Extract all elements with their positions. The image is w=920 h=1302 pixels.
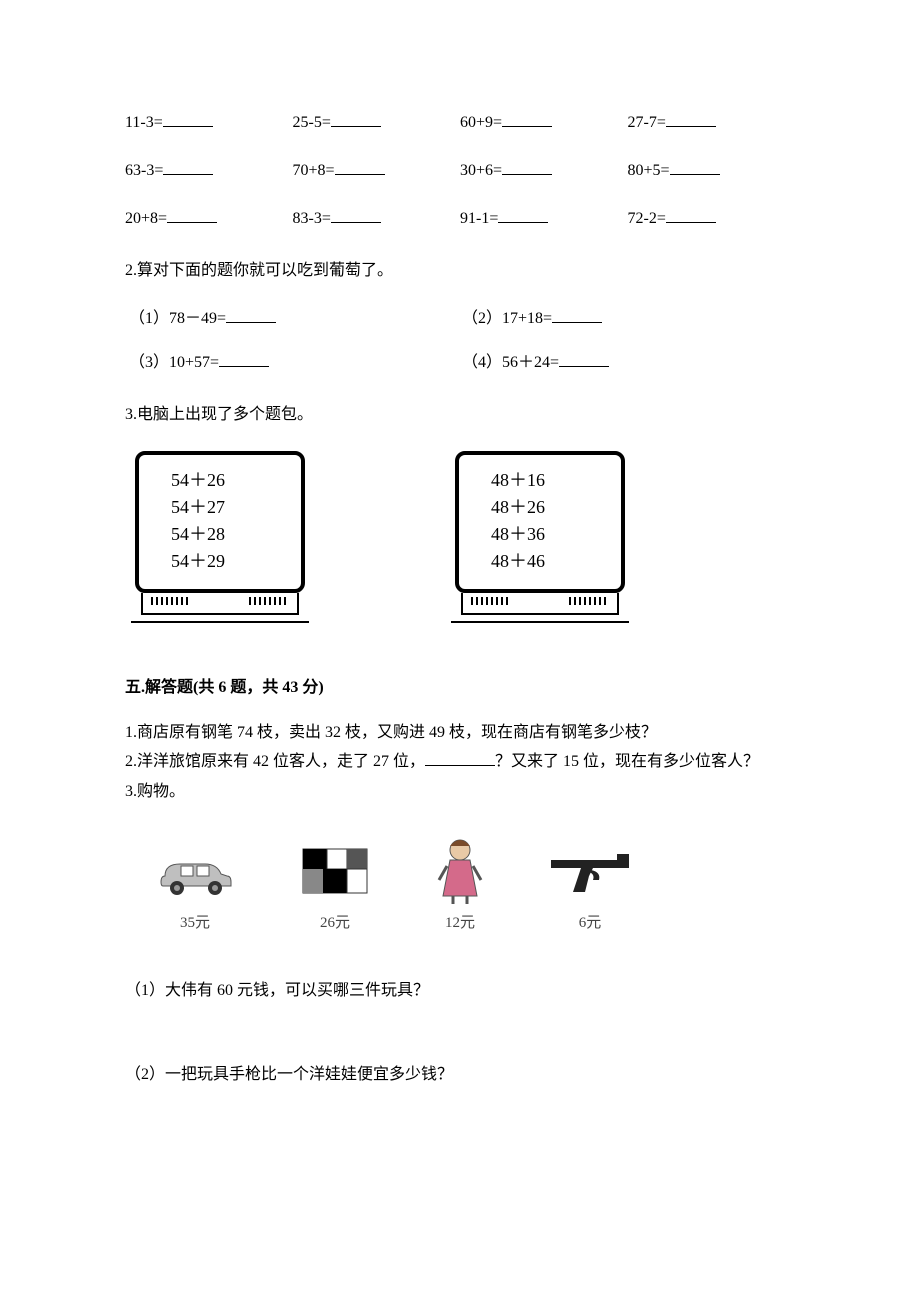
expr: 25-5= [293, 114, 331, 131]
monitor-base [141, 593, 299, 615]
answer-blank[interactable] [498, 206, 548, 223]
answer-blank[interactable] [331, 206, 381, 223]
expr: 27-7= [628, 114, 666, 131]
s5-q2: 2.洋洋旅馆原来有 42 位客人，走了 27 位， ？又来了 15 位，现在有多少… [125, 748, 795, 775]
monitor-stand [131, 615, 309, 623]
s5-q2-a: 2.洋洋旅馆原来有 42 位客人，走了 27 位， [125, 753, 425, 770]
answer-blank[interactable] [167, 206, 217, 223]
monitor-screen: 54＋26 54＋27 54＋28 54＋29 [135, 451, 305, 593]
price-label: 6元 [545, 911, 635, 932]
q2-item: （4）56＋24= [462, 348, 795, 372]
doll-icon [435, 841, 485, 901]
screen-line: 48＋46 [491, 548, 601, 575]
item-num: （4） [462, 354, 502, 371]
expr: 11-3= [125, 114, 163, 131]
monitor-a: 54＋26 54＋27 54＋28 54＋29 [135, 451, 305, 623]
answer-blank[interactable] [219, 350, 269, 367]
arithmetic-grid: 11-3= 25-5= 60+9= 27-7= 63-3= 70+8= 30+6… [125, 110, 795, 228]
screen-line: 54＋28 [171, 521, 281, 548]
item-expr: 56＋24= [502, 354, 559, 371]
section-5-title: 五.解答题(共 6 题，共 43 分) [125, 673, 795, 697]
expr: 72-2= [628, 210, 666, 227]
answer-blank[interactable] [552, 306, 602, 323]
answer-blank[interactable] [670, 158, 720, 175]
price-label: 12元 [435, 911, 485, 932]
arith-cell: 20+8= [125, 206, 293, 228]
screen-line: 48＋16 [491, 467, 601, 494]
shop-row: 35元 26元 [155, 841, 795, 932]
shop-item-doll: 12元 [435, 841, 485, 932]
gun-icon [545, 841, 635, 901]
answer-blank[interactable] [502, 110, 552, 127]
expr: 63-3= [125, 162, 163, 179]
arith-cell: 72-2= [628, 206, 796, 228]
expr: 60+9= [460, 114, 502, 131]
screen-line: 48＋26 [491, 494, 601, 521]
blocks-icon [295, 841, 375, 901]
arith-cell: 63-3= [125, 158, 293, 180]
price-label: 35元 [155, 911, 235, 932]
answer-blank[interactable] [559, 350, 609, 367]
car-icon [155, 841, 235, 901]
q3-prompt: 3.电脑上出现了多个题包。 [125, 402, 795, 428]
screen-line: 48＋36 [491, 521, 601, 548]
item-num: （1） [129, 310, 169, 327]
shop-item-blocks: 26元 [295, 841, 375, 932]
arith-cell: 83-3= [293, 206, 461, 228]
item-num: （3） [129, 354, 169, 371]
q2-item: （1）78－49= [129, 304, 462, 328]
answer-blank[interactable] [502, 158, 552, 175]
monitor-screen: 48＋16 48＋26 48＋36 48＋46 [455, 451, 625, 593]
monitor-row: 54＋26 54＋27 54＋28 54＋29 48＋16 48＋26 48＋3… [125, 451, 795, 623]
arith-cell: 80+5= [628, 158, 796, 180]
answer-blank[interactable] [666, 206, 716, 223]
answer-blank[interactable] [331, 110, 381, 127]
answer-blank[interactable] [226, 306, 276, 323]
arith-cell: 11-3= [125, 110, 293, 132]
answer-blank[interactable] [163, 110, 213, 127]
arith-cell: 70+8= [293, 158, 461, 180]
item-num: （2） [462, 310, 502, 327]
monitor-stand [451, 615, 629, 623]
arith-cell: 27-7= [628, 110, 796, 132]
item-expr: 10+57= [169, 354, 219, 371]
s5-sub1: （1）大伟有 60 元钱，可以买哪三件玩具？ [125, 976, 795, 1000]
expr: 91-1= [460, 210, 498, 227]
expr: 30+6= [460, 162, 502, 179]
screen-line: 54＋29 [171, 548, 281, 575]
q2-item: （3）10+57= [129, 348, 462, 372]
q2-prompt: 2.算对下面的题你就可以吃到葡萄了。 [125, 258, 795, 284]
arith-cell: 60+9= [460, 110, 628, 132]
expr: 70+8= [293, 162, 335, 179]
expr: 80+5= [628, 162, 670, 179]
item-expr: 17+18= [502, 310, 552, 327]
q2-item: （2）17+18= [462, 304, 795, 328]
arith-cell: 25-5= [293, 110, 461, 132]
screen-line: 54＋26 [171, 467, 281, 494]
price-label: 26元 [295, 911, 375, 932]
s5-q2-b: ？又来了 15 位，现在有多少位客人？ [495, 753, 759, 770]
answer-blank[interactable] [425, 749, 495, 766]
monitor-b: 48＋16 48＋26 48＋36 48＋46 [455, 451, 625, 623]
expr: 83-3= [293, 210, 331, 227]
item-expr: 78－49= [169, 310, 226, 327]
arith-cell: 91-1= [460, 206, 628, 228]
worksheet-page: 11-3= 25-5= 60+9= 27-7= 63-3= 70+8= 30+6… [0, 0, 920, 1204]
s5-q3: 3.购物。 [125, 778, 795, 805]
q2-grid: （1）78－49= （2）17+18= （3）10+57= （4）56＋24= [125, 304, 795, 372]
expr: 20+8= [125, 210, 167, 227]
shop-item-gun: 6元 [545, 841, 635, 932]
answer-blank[interactable] [666, 110, 716, 127]
shop-item-car: 35元 [155, 841, 235, 932]
answer-blank[interactable] [163, 158, 213, 175]
s5-sub2: （2）一把玩具手枪比一个洋娃娃便宜多少钱？ [125, 1060, 795, 1084]
answer-blank[interactable] [335, 158, 385, 175]
monitor-base [461, 593, 619, 615]
s5-q1: 1.商店原有钢笔 74 枝，卖出 32 枝，又购进 49 枝，现在商店有钢笔多少… [125, 719, 795, 746]
arith-cell: 30+6= [460, 158, 628, 180]
screen-line: 54＋27 [171, 494, 281, 521]
